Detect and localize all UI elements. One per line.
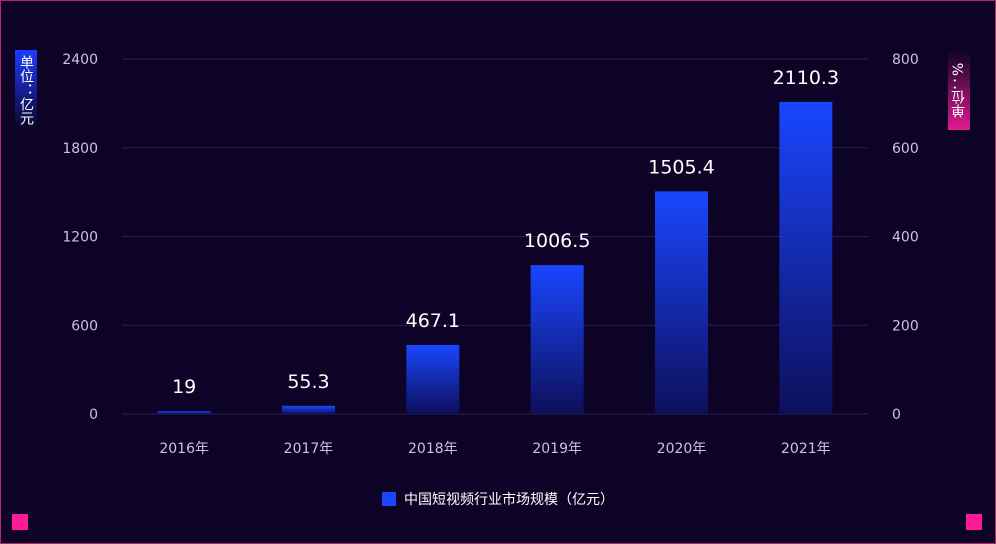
x-tick-label: 2018年 — [408, 441, 458, 457]
bar — [655, 191, 708, 414]
x-tick-label: 2016年 — [159, 441, 209, 457]
bar — [157, 411, 211, 414]
data-label: 55.3 — [287, 371, 329, 393]
legend-label: 中国短视频行业市场规模（亿元） — [404, 492, 614, 508]
data-label: 1006.5 — [524, 230, 590, 252]
left-tick-label: 600 — [71, 318, 98, 334]
x-tick-label: 2019年 — [532, 441, 582, 457]
data-label: 467.1 — [406, 310, 460, 332]
left-tick-label: 1800 — [62, 141, 98, 157]
right-tick-label: 0 — [892, 407, 901, 423]
left-y-axis: 0 600 1200 1800 2400 — [62, 52, 98, 423]
left-axis-unit-label: 单位：亿元 — [15, 50, 37, 130]
legend-swatch — [382, 492, 396, 506]
x-axis: 2016年 2017年 2018年 2019年 2020年 2021年 — [159, 441, 830, 457]
x-tick-label: 2017年 — [284, 441, 334, 457]
bar-series — [157, 101, 833, 415]
right-y-axis: 0 200 400 600 800 — [892, 52, 919, 423]
data-labels: 19 55.3 467.1 1006.5 1505.4 2110.3 — [172, 67, 839, 398]
left-tick-label: 2400 — [62, 52, 98, 68]
legend[interactable]: 中国短视频行业市场规模（亿元） — [0, 489, 996, 509]
data-label: 2110.3 — [773, 67, 839, 89]
right-tick-label: 400 — [892, 230, 919, 246]
right-tick-label: 600 — [892, 141, 919, 157]
bar — [406, 344, 460, 414]
bar — [530, 265, 584, 414]
left-tick-label: 1200 — [62, 230, 98, 246]
bar — [779, 101, 833, 415]
right-tick-label: 200 — [892, 318, 919, 334]
bar — [282, 405, 335, 414]
right-tick-label: 800 — [892, 52, 919, 68]
data-label: 1505.4 — [648, 156, 714, 178]
corner-marker-left — [12, 514, 28, 530]
grid-lines — [122, 58, 868, 415]
x-tick-label: 2021年 — [781, 441, 831, 457]
data-label: 19 — [172, 376, 196, 398]
corner-marker-right — [966, 514, 982, 530]
x-tick-label: 2020年 — [657, 441, 707, 457]
left-tick-label: 0 — [89, 407, 98, 423]
